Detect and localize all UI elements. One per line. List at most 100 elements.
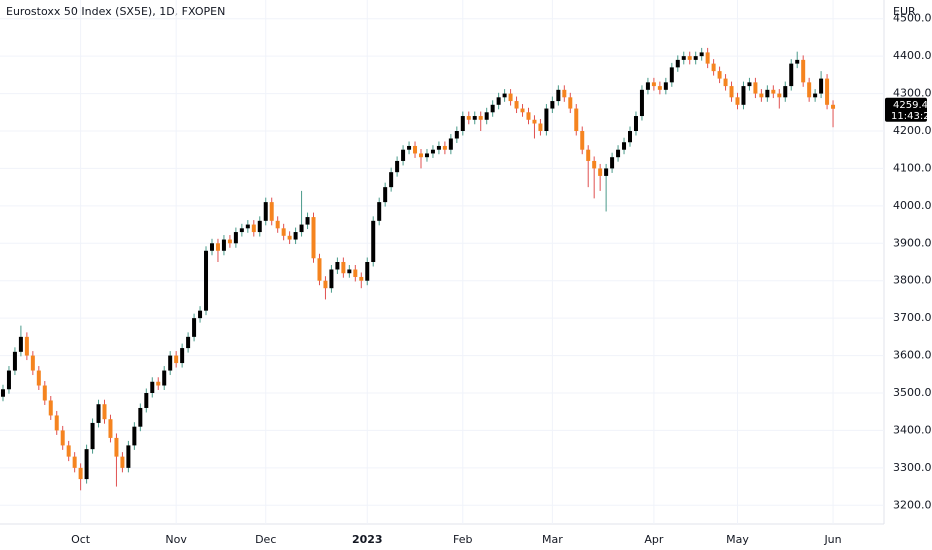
candle-body xyxy=(365,262,370,281)
candle-body xyxy=(389,172,394,188)
candle-body xyxy=(144,393,149,408)
candle-body xyxy=(395,160,400,173)
candle-body xyxy=(6,370,11,390)
candle-body xyxy=(126,445,131,468)
candle-body xyxy=(60,430,65,446)
candle-body xyxy=(383,187,388,203)
candle-body xyxy=(209,243,214,251)
candle-body xyxy=(359,276,364,281)
candle-body xyxy=(526,112,531,120)
candle-body xyxy=(693,56,698,60)
x-tick-label: May xyxy=(726,533,749,546)
candle-body xyxy=(227,239,232,244)
candle-body xyxy=(687,56,692,60)
candle-body xyxy=(765,89,770,98)
candle-body xyxy=(377,202,382,221)
candle-body xyxy=(622,142,627,150)
candle-body xyxy=(192,318,197,337)
y-tick-label: 4200.0 xyxy=(893,124,932,137)
y-tick-label: 3900.0 xyxy=(893,236,932,249)
candle-body xyxy=(132,426,137,446)
candle-body xyxy=(156,381,161,386)
candle-body xyxy=(544,108,549,131)
candle-body xyxy=(311,217,316,259)
candle-body xyxy=(460,116,465,131)
candle-body xyxy=(269,202,274,221)
candle-body xyxy=(580,131,585,150)
candle-body xyxy=(48,400,53,416)
candle-body xyxy=(66,445,71,457)
candle-body xyxy=(239,228,244,233)
candle-body xyxy=(180,348,185,364)
candle-body xyxy=(669,67,674,83)
candle-body xyxy=(663,82,668,90)
candle-body xyxy=(586,149,591,161)
x-tick-label: Mar xyxy=(542,533,563,546)
candle-body xyxy=(84,449,89,480)
candle-body xyxy=(532,119,537,124)
candle-body xyxy=(430,149,435,154)
candle-body xyxy=(335,262,340,270)
candle-body xyxy=(604,168,609,176)
y-axis-label: EUR xyxy=(893,5,916,18)
candle-body xyxy=(520,108,525,113)
candle-body xyxy=(120,456,125,468)
candle-body xyxy=(783,86,788,98)
candle-body xyxy=(42,385,47,401)
candle-body xyxy=(323,280,328,289)
candle-body xyxy=(550,101,555,109)
candle-body xyxy=(257,220,262,233)
candle-body xyxy=(699,52,704,57)
candle-body xyxy=(466,116,471,120)
candle-body xyxy=(72,456,77,468)
candle-body xyxy=(753,82,758,94)
candle-body xyxy=(186,336,191,349)
y-tick-label: 3700.0 xyxy=(893,311,932,324)
candle-body xyxy=(251,224,256,233)
candle-body xyxy=(819,78,824,94)
last-price-box xyxy=(885,97,927,122)
y-tick-label: 4000.0 xyxy=(893,199,932,212)
candle-body xyxy=(245,224,250,229)
candle-body xyxy=(574,108,579,131)
candle-body xyxy=(353,269,358,277)
x-tick-label: 2023 xyxy=(352,533,383,546)
candle-body xyxy=(299,224,304,233)
candle-body xyxy=(747,82,752,87)
candle-body xyxy=(759,93,764,98)
candle-body xyxy=(419,153,423,158)
candle-body xyxy=(711,63,716,72)
candle-body xyxy=(305,217,310,225)
candle-body xyxy=(795,59,800,64)
candle-body xyxy=(657,86,662,90)
candle-body xyxy=(831,104,836,109)
candle-body xyxy=(490,104,495,113)
countdown-label: 11:43:28 xyxy=(891,111,932,122)
candle-body xyxy=(401,149,406,161)
candle-body xyxy=(54,415,59,431)
candle-body xyxy=(371,220,376,262)
candle-body xyxy=(18,336,23,352)
candle-body xyxy=(508,93,513,102)
candle-body xyxy=(514,101,519,109)
candle-body xyxy=(108,419,113,438)
x-tick-label: Apr xyxy=(644,533,664,546)
chart-title: Eurostoxx 50 Index (SX5E), 1D, FXOPEN xyxy=(6,5,225,18)
candle-body xyxy=(777,93,782,98)
candle-body xyxy=(633,116,638,131)
last-price-label: 4259.4 xyxy=(893,100,928,111)
candle-body xyxy=(24,336,29,356)
candle-body xyxy=(681,56,686,60)
y-tick-label: 3800.0 xyxy=(893,274,932,287)
candle-body xyxy=(329,269,334,289)
candle-body xyxy=(233,232,238,244)
x-tick-label: Feb xyxy=(453,533,472,546)
candle-body xyxy=(30,355,35,371)
candle-body xyxy=(598,168,603,176)
candle-body xyxy=(138,407,143,427)
x-tick-label: Jun xyxy=(823,533,841,546)
candle-body xyxy=(645,82,650,90)
candle-body xyxy=(801,59,806,83)
candle-body xyxy=(341,262,346,274)
